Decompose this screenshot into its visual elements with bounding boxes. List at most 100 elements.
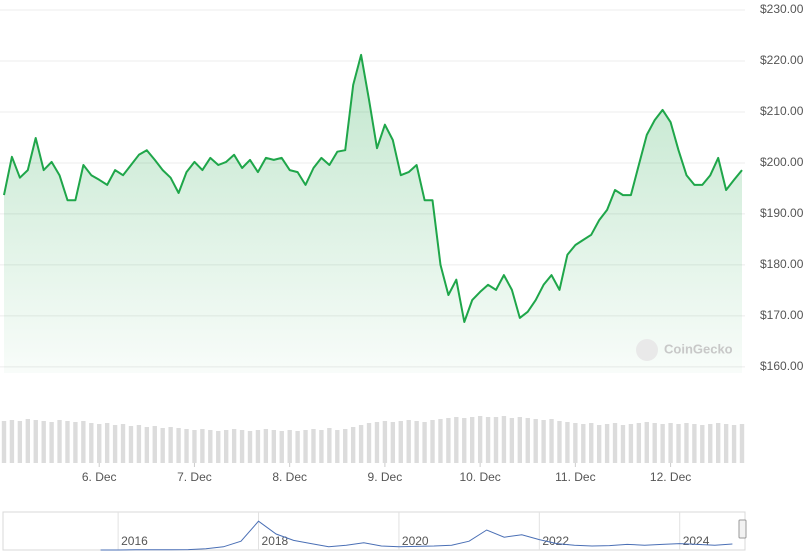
x-tick-label: 9. Dec	[368, 470, 403, 484]
volume-bar	[462, 418, 467, 463]
volume-bar	[255, 430, 261, 463]
volume-bar	[446, 418, 451, 463]
volume-bar	[438, 419, 443, 463]
y-tick-label: $210.00	[760, 104, 804, 118]
volume-bar	[279, 431, 284, 463]
volume-bar	[160, 428, 165, 463]
volume-bar	[708, 424, 713, 463]
volume-bars	[1, 416, 745, 463]
x-tick-label: 6. Dec	[82, 470, 117, 484]
volume-bar	[239, 430, 245, 463]
volume-bar	[168, 427, 173, 463]
volume-bar	[263, 429, 269, 463]
volume-bar	[231, 429, 237, 463]
volume-bar	[676, 424, 681, 463]
watermark-logo	[636, 339, 658, 361]
volume-bar	[343, 429, 348, 463]
volume-bar	[557, 421, 562, 463]
volume-bar	[485, 417, 491, 463]
volume-bar	[303, 430, 308, 463]
volume-bar	[628, 424, 634, 463]
volume-bar	[247, 431, 253, 463]
volume-bar	[1, 421, 7, 463]
x-tick-label: 11. Dec	[555, 470, 595, 484]
volume-bar	[192, 430, 197, 463]
volume-bar	[422, 422, 427, 463]
navigator: 2016 2018 2020 2022 2024	[100, 512, 733, 551]
volume-bar	[136, 425, 142, 463]
y-tick-label: $230.00	[760, 2, 804, 16]
volume-bar	[33, 420, 38, 463]
volume-bar	[295, 431, 300, 463]
volume-bar	[287, 430, 292, 463]
navigator-tick-label: 2016	[121, 534, 148, 548]
volume-bar	[501, 416, 507, 463]
volume-bar	[57, 420, 62, 463]
volume-bar	[493, 417, 499, 463]
volume-bar	[589, 423, 594, 463]
navigator-tick-label: 2022	[542, 534, 569, 548]
volume-bar	[224, 430, 229, 463]
volume-bar	[692, 424, 697, 463]
volume-bar	[470, 417, 475, 463]
volume-bar	[176, 428, 181, 463]
volume-bar	[525, 418, 530, 463]
volume-bar	[604, 424, 610, 463]
volume-bar	[549, 419, 554, 463]
volume-bar	[509, 418, 515, 463]
volume-bar	[319, 430, 324, 463]
volume-bar	[517, 417, 522, 463]
volume-bar	[723, 424, 729, 463]
volume-bar	[81, 421, 86, 463]
volume-bar	[144, 427, 150, 463]
volume-bar	[541, 420, 546, 463]
volume-bar	[152, 426, 157, 463]
volume-bar	[596, 425, 602, 463]
x-tick-label: 8. Dec	[272, 470, 307, 484]
volume-bar	[89, 423, 94, 463]
volume-bar	[200, 429, 205, 463]
volume-bar	[406, 420, 411, 463]
x-tick-label: 10. Dec	[459, 470, 500, 484]
volume-bar	[350, 427, 356, 463]
volume-bar	[184, 429, 189, 463]
volume-bar	[716, 423, 721, 463]
volume-bar	[430, 420, 435, 463]
volume-bar	[271, 430, 276, 463]
x-tick-label: 7. Dec	[177, 470, 212, 484]
volume-bar	[335, 430, 340, 463]
volume-bar	[636, 423, 642, 463]
navigator-tick-label: 2024	[683, 534, 710, 548]
volume-bar	[65, 421, 70, 463]
volume-bar	[731, 425, 737, 463]
volume-bar	[366, 423, 372, 463]
volume-bar	[454, 417, 459, 463]
navigator-tick-label: 2020	[402, 534, 429, 548]
y-tick-label: $160.00	[760, 359, 804, 373]
volume-bar	[128, 426, 134, 463]
volume-bar	[644, 422, 649, 463]
volume-bar	[49, 422, 54, 463]
volume-bar	[700, 425, 705, 463]
volume-bar	[668, 423, 673, 463]
volume-bar	[216, 431, 221, 463]
y-tick-label: $200.00	[760, 155, 804, 169]
navigator-handle[interactable]	[738, 519, 747, 539]
volume-bar	[25, 419, 30, 463]
volume-bar	[414, 421, 419, 463]
volume-bar	[612, 423, 618, 463]
volume-bar	[9, 420, 15, 463]
volume-bar	[398, 421, 403, 463]
volume-bar	[565, 422, 570, 463]
volume-bar	[112, 425, 118, 463]
volume-bar	[660, 424, 665, 463]
volume-bar	[208, 430, 213, 463]
volume-bar	[327, 428, 332, 463]
volume-bar	[120, 424, 126, 463]
volume-bar	[533, 419, 538, 463]
volume-bar	[41, 421, 46, 463]
navigator-line	[100, 520, 733, 551]
volume-bar	[382, 421, 388, 463]
